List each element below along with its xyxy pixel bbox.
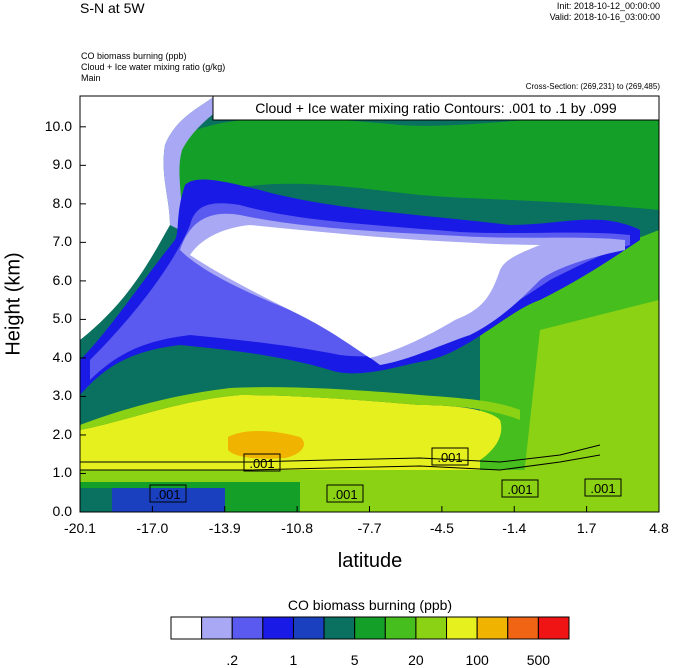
contour-label-box — [243, 453, 281, 472]
cross-section-label: Cross-Section: (269,231) to (269,485) — [525, 82, 660, 91]
y-tick-label: 2.0 — [52, 425, 72, 442]
contour-title: Cloud + Ice water mixing ratio Contours:… — [255, 100, 617, 116]
contour-label: .001 — [590, 481, 615, 496]
y-tick-label: 8.0 — [52, 194, 72, 211]
x-tick-label: -7.7 — [357, 520, 382, 536]
x-tick-label: -17.0 — [136, 520, 169, 536]
init-valid-times: Init: 2018-10-12_00:00:00 Valid: 2018-10… — [550, 1, 660, 23]
contour-label: .001 — [332, 487, 357, 502]
colorbar-swatch — [415, 616, 448, 640]
x-tick-label: -4.5 — [429, 520, 454, 536]
colorbar-swatch — [446, 616, 478, 640]
colorbar-swatch — [323, 616, 356, 640]
contour-label: .001 — [155, 487, 180, 502]
cloud-contour-line-2 — [80, 454, 601, 471]
fill-darkblue-bottom — [112, 488, 225, 512]
contour-title-box — [212, 95, 660, 121]
contour-label-box — [326, 484, 364, 503]
colorbar-title: CO biomass burning (ppb) — [287, 597, 453, 613]
colorbar — [170, 616, 570, 640]
y-tick-label: 7.0 — [52, 233, 72, 250]
fill-orange-blob — [228, 430, 305, 459]
x-tick-label: 1.7 — [576, 520, 597, 536]
y-tick-label: 5.0 — [52, 310, 72, 327]
fill-green-upper — [165, 117, 659, 210]
x-tick-label: 4.8 — [649, 520, 669, 536]
plot-title: S-N at 5W — [80, 0, 145, 16]
colorbar-swatch — [231, 616, 264, 640]
fill-white-middle — [190, 225, 540, 358]
fill-lightgreen-band — [80, 387, 520, 430]
contour-label-box — [584, 478, 622, 497]
contour-label-box — [431, 447, 469, 466]
contour-fill — [80, 96, 659, 512]
colorbar-swatch — [537, 616, 570, 640]
fill-white-topleft — [80, 96, 215, 340]
contour-label: .001 — [437, 450, 462, 465]
colorbar-tick-label: 100 — [465, 652, 489, 668]
x-tick-label: -13.9 — [208, 520, 241, 536]
colorbar-swatch — [201, 616, 233, 640]
y-tick-label: 0.0 — [52, 503, 72, 519]
colorbar-swatch — [354, 616, 386, 640]
contour-label-box — [149, 484, 187, 503]
cloud-contour-line — [80, 444, 601, 463]
y-axis-label: Height (km) — [2, 252, 25, 356]
x-tick-label: -1.4 — [502, 520, 527, 536]
variable-cloud: Cloud + Ice water mixing ratio (g/kg) — [81, 62, 226, 72]
fill-lightblue-fringe — [163, 96, 240, 230]
colorbar-tick-label: 5 — [350, 652, 359, 668]
fill-lightgreen-right — [520, 300, 659, 512]
x-tick-label: -20.1 — [64, 520, 96, 536]
contour-label: .001 — [507, 482, 532, 497]
contour-label-box — [501, 479, 539, 498]
contour-labels: .001 .001 .001 .001 .001 .001 — [149, 447, 622, 503]
y-tick-label: 9.0 — [52, 156, 72, 173]
colorbar-swatch — [476, 616, 509, 640]
colorbar-swatch — [507, 616, 539, 640]
colorbar-swatch — [384, 616, 417, 640]
colorbar-tick-label: .2 — [226, 652, 239, 668]
variable-co: CO biomass burning (ppb) — [81, 51, 187, 61]
colorbar-swatch — [292, 616, 325, 640]
x-tick-label: -10.8 — [281, 520, 314, 536]
init-time: Init: 2018-10-12_00:00:00 — [556, 1, 660, 11]
variable-main: Main — [81, 73, 101, 83]
variable-list: CO biomass burning (ppb) Cloud + Ice wat… — [81, 51, 225, 84]
y-tick-label: 4.0 — [52, 348, 72, 365]
fill-teal-bottom — [80, 488, 112, 512]
x-axis-label: latitude — [337, 550, 403, 572]
colorbar-tick-label: 500 — [526, 652, 551, 668]
y-tick-label: 3.0 — [52, 387, 72, 404]
y-tick-label: 1.0 — [52, 464, 72, 481]
contour-label: .001 — [249, 456, 274, 471]
valid-time: Valid: 2018-10-16_03:00:00 — [549, 12, 660, 22]
colorbar-swatch — [170, 616, 203, 640]
colorbar-tick-label: 1 — [289, 652, 298, 668]
colorbar-swatch — [262, 616, 294, 640]
colorbar-tick-label: 20 — [408, 652, 424, 668]
y-tick-label: 6.0 — [52, 271, 72, 288]
y-tick-label: 10.0 — [44, 117, 72, 134]
axis-ticks — [79, 126, 660, 513]
